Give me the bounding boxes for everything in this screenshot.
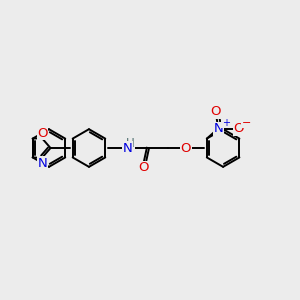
Text: O: O xyxy=(211,105,221,119)
Text: +: + xyxy=(222,118,230,128)
Text: H: H xyxy=(126,136,135,150)
Text: N: N xyxy=(38,157,47,170)
Text: O: O xyxy=(139,161,149,174)
Text: O: O xyxy=(37,127,48,140)
Text: −: − xyxy=(242,118,251,128)
Text: N: N xyxy=(214,122,224,135)
Text: O: O xyxy=(181,142,191,154)
Text: O: O xyxy=(233,122,244,135)
Text: N: N xyxy=(122,142,132,154)
